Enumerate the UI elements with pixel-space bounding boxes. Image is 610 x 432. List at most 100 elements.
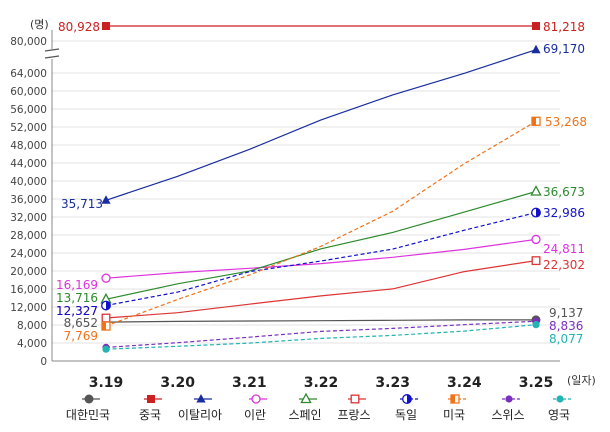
x-tick-label: 3.19: [89, 375, 124, 391]
data-label: 32,986: [543, 206, 585, 220]
y-tick-label: 80,000: [10, 36, 47, 48]
data-point: [531, 44, 541, 54]
x-tick-label: 3.23: [375, 375, 410, 391]
data-label: 13,716: [56, 291, 98, 305]
data-point: [196, 394, 206, 403]
legend-label: 스페인: [288, 408, 321, 422]
data-label: 16,169: [56, 278, 98, 292]
legend-item-이탈리아: 이탈리아: [178, 394, 222, 422]
data-point: [147, 395, 155, 403]
legend-item-프랑스: 프랑스: [337, 394, 371, 422]
data-point: [532, 22, 540, 30]
legend-label: 대한민국: [66, 408, 110, 422]
series-line: [105, 319, 536, 323]
legend-label: 프랑스: [337, 408, 370, 422]
y-tick-label: 52,000: [10, 122, 47, 134]
legend-label: 이란: [244, 408, 266, 422]
data-label: 69,170: [543, 42, 585, 56]
y-tick-label: 4,000: [17, 338, 47, 350]
legend-item-영국: 영국: [548, 395, 571, 422]
series-이탈리아: [101, 44, 541, 204]
legend-item-미국: 미국: [443, 394, 466, 422]
data-label: 7,769: [64, 329, 98, 343]
data-point: [102, 345, 110, 353]
data-point: [102, 22, 110, 30]
x-tick-label: 3.24: [447, 375, 482, 391]
data-label: 12,327: [56, 304, 98, 318]
legend-label: 스위스: [491, 408, 524, 422]
data-point: [300, 392, 312, 404]
y-tick-label: 64,000: [10, 68, 47, 80]
y-tick-label: 16,000: [10, 284, 47, 296]
data-point: [350, 394, 360, 404]
data-point: [531, 116, 541, 126]
series-line: [105, 212, 537, 307]
series-중국: [102, 22, 540, 30]
y-unit-label: (명): [30, 18, 49, 31]
legend-label: 중국: [139, 408, 161, 422]
data-label: 24,811: [543, 242, 585, 256]
data-label: 9,137: [549, 306, 583, 320]
series-스페인: [100, 185, 542, 304]
data-point: [101, 273, 111, 283]
data-point: [531, 234, 541, 245]
data-point: [101, 195, 111, 204]
data-label: 81,218: [543, 20, 585, 34]
y-tick-label: 48,000: [10, 140, 47, 152]
series-독일: [101, 207, 541, 311]
legend-item-이란: 이란: [244, 394, 267, 422]
legend: 대한민국 중국 이탈리아 이란 스페인 프랑스 독일 미국 스위스 영국: [66, 392, 571, 422]
y-tick-label: 20,000: [10, 266, 47, 278]
axis-break-mark: [44, 55, 60, 59]
data-label: 35,713: [61, 197, 103, 211]
legend-label: 이탈리아: [178, 408, 222, 422]
y-tick-label: 12,000: [10, 302, 47, 314]
y-tick-label: 36,000: [10, 194, 47, 206]
y-axis: (명) 0 4,000 8,000 12,000 16,000 20,000 24,000 2…: [10, 18, 60, 368]
data-point: [84, 394, 94, 404]
x-tick-label: 3.21: [232, 375, 267, 391]
grid: [52, 40, 560, 362]
series-미국: [101, 116, 541, 331]
legend-item-대한민국: 대한민국: [66, 394, 110, 422]
data-point: [101, 300, 111, 311]
data-point: [531, 207, 541, 218]
series-스위스: [102, 317, 540, 351]
data-point: [532, 321, 540, 329]
x-tick-label: 3.25: [519, 375, 554, 391]
legend-item-스페인: 스페인: [288, 392, 322, 422]
series-line: [105, 324, 537, 350]
series-line: [105, 49, 537, 201]
x-tick-label: 3.22: [304, 375, 339, 391]
series-영국: [102, 321, 540, 353]
series-line: [105, 238, 537, 279]
series-line: [105, 190, 537, 300]
series-lines: [100, 22, 542, 353]
series-프랑스: [101, 256, 541, 323]
y-tick-label: 60,000: [10, 86, 47, 98]
y-tick-label: 24,000: [10, 248, 47, 260]
data-label: 80,928: [58, 20, 100, 34]
data-point: [101, 321, 111, 331]
y-tick-label: 40,000: [10, 176, 47, 188]
y-tick-label: 8,000: [17, 320, 47, 332]
legend-label: 영국: [548, 408, 570, 422]
data-label: 36,673: [543, 185, 585, 199]
data-point: [450, 394, 460, 404]
data-label: 8,652: [64, 316, 98, 330]
x-tick-label: 3.20: [160, 375, 195, 391]
series-line: [105, 120, 537, 327]
data-label: 22,302: [543, 258, 585, 272]
series-line: [105, 320, 537, 348]
data-label: 8,077: [549, 332, 583, 346]
legend-label: 독일: [395, 408, 417, 422]
x-axis: (일자) 3.19 3.20 3.21 3.22 3.23 3.24 3.25: [89, 373, 596, 391]
legend-item-스위스: 스위스: [491, 395, 525, 422]
axis-break-mark: [44, 48, 60, 52]
y-tick-label: 28,000: [10, 230, 47, 242]
data-label: 53,268: [545, 115, 587, 129]
data-label: 12,327: [56, 304, 98, 318]
data-labels: 8,652 9,137 80,928 81,218 35,713 69,170 16,169…: [56, 20, 587, 346]
legend-item-중국: 중국: [139, 395, 162, 422]
